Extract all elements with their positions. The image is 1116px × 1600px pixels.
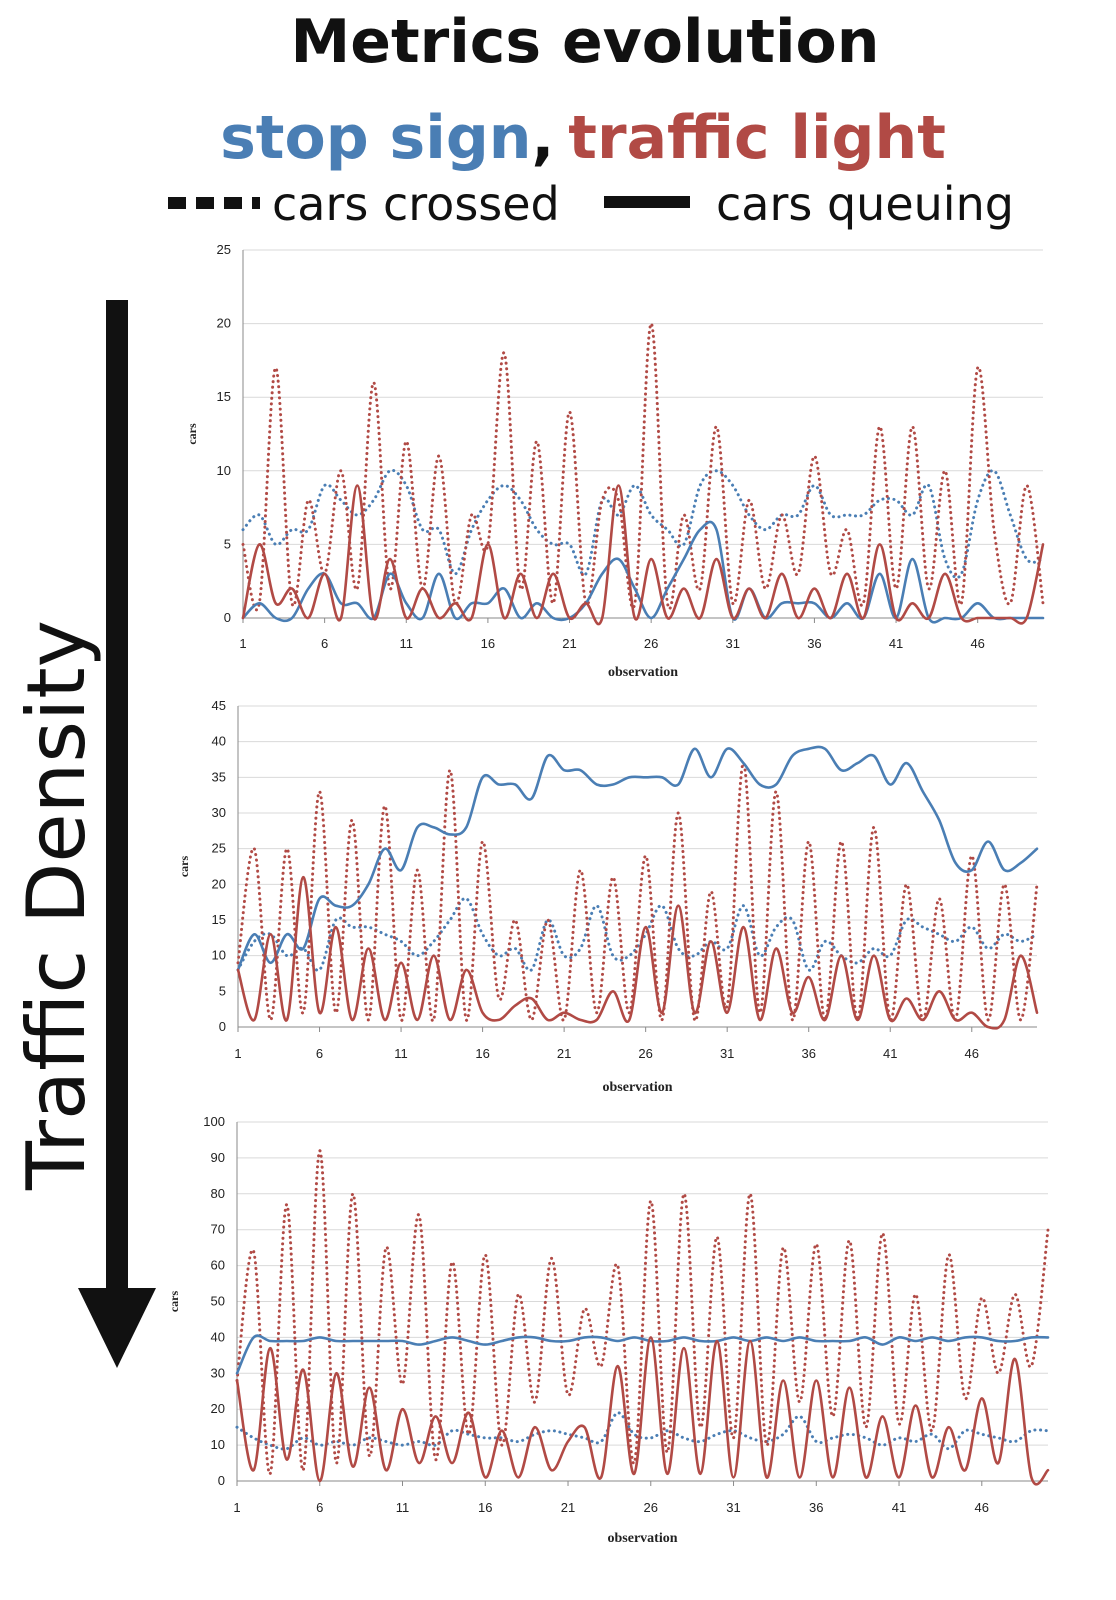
y-tick-label: 10 xyxy=(211,1437,225,1452)
figure-title: Metrics evolution xyxy=(291,7,880,77)
arrow-head xyxy=(78,1288,156,1368)
x-tick-label: 26 xyxy=(644,1500,658,1515)
y-tick-label: 80 xyxy=(211,1186,225,1201)
y-tick-label: 10 xyxy=(217,463,231,478)
y-tick-label: 5 xyxy=(224,536,231,551)
y-tick-label: 20 xyxy=(211,1401,225,1416)
y-tick-label: 40 xyxy=(211,1329,225,1344)
traffic-light-cars-queuing-line xyxy=(235,1336,1050,1486)
x-tick-label: 31 xyxy=(726,636,740,651)
stop-sign-cars-queuing-line xyxy=(236,745,1039,972)
y-tick-label: 30 xyxy=(212,805,226,820)
y-tick-label: 10 xyxy=(212,948,226,963)
y-tick-label: 40 xyxy=(212,734,226,749)
x-tick-label: 26 xyxy=(638,1046,652,1061)
subtitle-traffic-light: traffic light xyxy=(568,103,946,173)
stop-sign-cars-crossed-line xyxy=(235,1411,1050,1451)
x-tick-label: 6 xyxy=(316,1500,323,1515)
traffic-light-cars-crossed-line xyxy=(235,1149,1050,1476)
x-axis-title: observation xyxy=(608,1531,678,1546)
y-tick-label: 50 xyxy=(211,1294,225,1309)
x-axis-title: observation xyxy=(608,665,678,680)
y-tick-label: 90 xyxy=(211,1150,225,1165)
x-tick-label: 46 xyxy=(970,636,984,651)
x-tick-label: 21 xyxy=(557,1046,571,1061)
y-tick-label: 25 xyxy=(212,841,226,856)
x-tick-label: 11 xyxy=(396,1500,410,1515)
y-axis-title: cars xyxy=(185,423,199,445)
y-tick-label: 30 xyxy=(211,1365,225,1380)
y-tick-label: 20 xyxy=(212,876,226,891)
x-tick-label: 31 xyxy=(720,1046,734,1061)
y-tick-label: 70 xyxy=(211,1222,225,1237)
x-tick-label: 41 xyxy=(889,636,903,651)
x-tick-label: 6 xyxy=(316,1046,323,1061)
stop-sign-cars-queuing-line xyxy=(241,520,1045,624)
x-tick-label: 46 xyxy=(975,1500,989,1515)
traffic-light-cars-crossed-line xyxy=(236,761,1039,1023)
arrow-shaft xyxy=(106,300,128,1310)
x-tick-label: 41 xyxy=(892,1500,906,1515)
y-tick-label: 5 xyxy=(219,983,226,998)
x-tick-label: 21 xyxy=(561,1500,575,1515)
y-tick-label: 60 xyxy=(211,1258,225,1273)
y-tick-label: 25 xyxy=(217,242,231,257)
stop-sign-cars-queuing-line xyxy=(235,1334,1050,1375)
x-tick-label: 31 xyxy=(726,1500,740,1515)
x-tick-label: 16 xyxy=(478,1500,492,1515)
x-tick-label: 36 xyxy=(809,1500,823,1515)
y-axis-title: cars xyxy=(177,856,191,878)
traffic-density-arrow xyxy=(78,300,156,1368)
y-tick-label: 0 xyxy=(218,1473,225,1488)
x-tick-label: 26 xyxy=(644,636,658,651)
traffic-light-cars-crossed-line xyxy=(241,322,1045,612)
y-tick-label: 45 xyxy=(212,698,226,713)
x-tick-label: 36 xyxy=(801,1046,815,1061)
x-tick-label: 41 xyxy=(883,1046,897,1061)
x-tick-label: 21 xyxy=(562,636,576,651)
traffic-density-label: Traffic Density xyxy=(10,620,103,1191)
x-tick-label: 16 xyxy=(481,636,495,651)
subtitle-comma: , xyxy=(532,103,555,173)
stop-sign-cars-crossed-line xyxy=(236,897,1039,972)
x-tick-label: 1 xyxy=(239,636,246,651)
traffic-light-cars-queuing-line xyxy=(236,875,1039,1030)
x-axis-title: observation xyxy=(603,1080,673,1095)
x-tick-label: 11 xyxy=(394,1046,408,1061)
y-tick-label: 0 xyxy=(219,1019,226,1034)
x-tick-label: 36 xyxy=(807,636,821,651)
y-axis-title: cars xyxy=(167,1291,181,1313)
x-tick-label: 1 xyxy=(233,1500,240,1515)
x-tick-label: 46 xyxy=(965,1046,979,1061)
traffic-light-cars-queuing-line xyxy=(241,484,1045,626)
subtitle-stop-sign: stop sign xyxy=(220,103,531,173)
y-tick-label: 100 xyxy=(203,1114,225,1129)
figure-subtitle: stop sign, traffic light xyxy=(220,103,946,173)
x-tick-label: 16 xyxy=(475,1046,489,1061)
x-tick-label: 11 xyxy=(400,636,414,651)
y-tick-label: 15 xyxy=(217,389,231,404)
stop-sign-cars-crossed-line xyxy=(241,468,1045,580)
x-tick-label: 6 xyxy=(321,636,328,651)
y-tick-label: 20 xyxy=(217,316,231,331)
legend-solid-label: cars queuing xyxy=(716,177,1014,231)
y-tick-label: 35 xyxy=(212,769,226,784)
legend-dotted-label: cars crossed xyxy=(272,177,560,231)
x-tick-label: 1 xyxy=(234,1046,241,1061)
y-tick-label: 0 xyxy=(224,610,231,625)
y-tick-label: 15 xyxy=(212,912,226,927)
